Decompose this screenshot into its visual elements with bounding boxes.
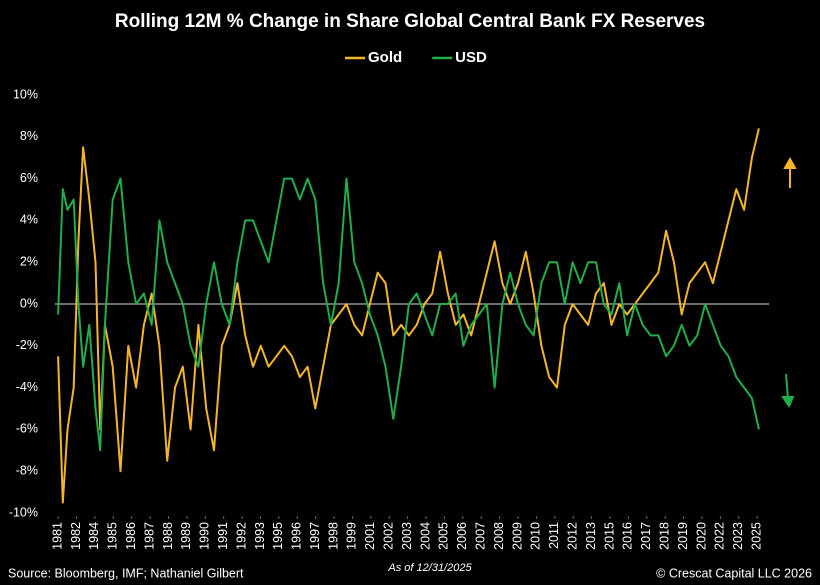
- x-tick-label: 1989: [179, 522, 193, 550]
- y-tick-label: 8%: [20, 129, 38, 143]
- arrow-shaft: [785, 373, 789, 399]
- x-tick-label: 2020: [694, 522, 708, 550]
- series-line: [57, 177, 760, 452]
- y-tick-label: 4%: [20, 213, 38, 227]
- legend-label: Gold: [368, 49, 402, 66]
- x-tick-label: 1999: [345, 522, 359, 550]
- x-tick-label: 1987: [142, 522, 156, 550]
- x-tick-label: 1993: [253, 522, 267, 550]
- y-tick-label: -4%: [16, 380, 38, 394]
- x-tick-label: 1981: [50, 522, 64, 550]
- x-tick-label: 1992: [234, 522, 248, 550]
- y-tick-label: -10%: [9, 505, 38, 519]
- y-tick-label: 6%: [20, 171, 38, 185]
- chart-title: Rolling 12M % Change in Share Global Cen…: [115, 11, 705, 32]
- y-tick-label: -2%: [16, 338, 38, 352]
- x-tick-label: 2009: [510, 522, 524, 550]
- y-tick-label: 10%: [13, 87, 38, 101]
- x-tick-label: 1985: [106, 522, 120, 550]
- x-tick-label: 2015: [602, 522, 616, 550]
- x-tick-label: 2019: [676, 522, 690, 550]
- x-tick-label: 2010: [529, 522, 543, 550]
- copyright: © Crescat Capital LLC 2026: [656, 566, 812, 580]
- x-tick-label: 1997: [308, 522, 322, 550]
- y-tick-label: 0%: [20, 296, 38, 310]
- legend: Gold USD: [345, 49, 487, 66]
- x-tick-label: 1996: [290, 522, 304, 550]
- x-tick-label: 2022: [713, 522, 727, 550]
- x-tick-label: 2013: [584, 522, 598, 550]
- x-tick-label: 1982: [69, 522, 83, 550]
- x-tick-label: 2005: [437, 522, 451, 550]
- x-tick-label: 2006: [455, 522, 469, 550]
- source-note: Source: Bloomberg, IMF; Nathaniel Gilber…: [8, 566, 244, 580]
- x-tick-label: 1990: [198, 522, 212, 550]
- y-tick-label: -8%: [16, 463, 38, 477]
- gold-arrow: [783, 156, 797, 188]
- x-tick-label: 2001: [363, 522, 377, 550]
- x-tick-label: 1986: [124, 522, 138, 550]
- x-tick-label: 2018: [657, 522, 671, 550]
- y-tick-label: 2%: [20, 254, 38, 268]
- x-tick-label: 2003: [400, 522, 414, 550]
- x-tick-label: 1991: [216, 522, 230, 550]
- x-tick-label: 2002: [382, 522, 396, 550]
- x-tick-label: 2017: [639, 522, 653, 550]
- x-tick-label: 1998: [326, 522, 340, 550]
- series-line: [57, 128, 760, 504]
- x-tick-label: 2023: [731, 522, 745, 550]
- x-tick-label: 2012: [565, 522, 579, 550]
- x-tick-label: 2004: [418, 522, 432, 550]
- arrow-head: [783, 156, 797, 169]
- x-tick-label: 2016: [621, 522, 635, 550]
- x-tick-label: 1988: [161, 522, 175, 550]
- date-note: As of 12/31/2025: [387, 562, 472, 574]
- x-tick-label: 1995: [271, 522, 285, 550]
- arrow-head: [781, 396, 795, 409]
- x-tick-label: 2008: [492, 522, 506, 550]
- x-tick-label: 2011: [547, 522, 561, 549]
- legend-label: USD: [455, 49, 487, 66]
- y-tick-label: -6%: [16, 422, 38, 436]
- usd-arrow: [781, 373, 795, 409]
- x-tick-label: 1984: [87, 522, 101, 550]
- x-tick-label: 2007: [474, 522, 488, 550]
- x-tick-label: 2025: [749, 522, 763, 550]
